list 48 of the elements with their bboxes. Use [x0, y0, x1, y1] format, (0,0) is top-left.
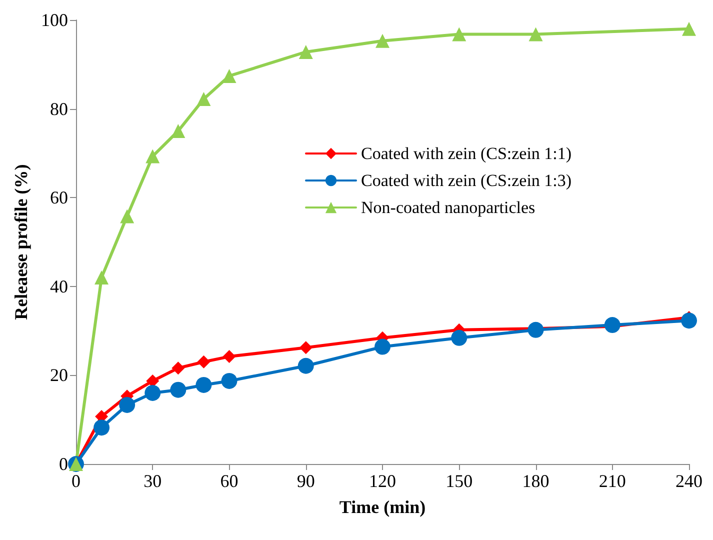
x-tick-label: 240 [676, 471, 702, 491]
y-tick-label: 80 [50, 98, 68, 119]
point [222, 350, 236, 364]
legend-label: Coated with zein (CS:zein 1:3) [361, 171, 572, 190]
point [94, 270, 109, 285]
point [374, 338, 390, 355]
point [221, 372, 238, 389]
legend-label: Non-coated nanoparticles [361, 198, 536, 217]
point [170, 382, 186, 398]
point [681, 312, 697, 329]
point [146, 149, 160, 164]
point [222, 68, 236, 83]
x-tick-label: 120 [369, 471, 396, 491]
y-tick-label: 0 [59, 454, 68, 474]
x-tick-label: 150 [446, 471, 473, 491]
x-tick-label: 210 [598, 471, 626, 491]
y-axis-title: Releaese profile (%) [11, 164, 32, 320]
x-tick-label: 0 [72, 471, 80, 491]
y-tick-label: 40 [50, 276, 68, 296]
x-tick-label: 60 [220, 471, 238, 491]
point [146, 374, 160, 388]
point [171, 124, 186, 138]
point [298, 358, 314, 374]
x-tick-label: 180 [522, 471, 550, 491]
point [120, 209, 134, 224]
point [376, 34, 390, 48]
point [528, 27, 543, 42]
point [604, 317, 620, 334]
point [299, 341, 312, 354]
point [94, 420, 110, 436]
x-tick-label: 30 [144, 471, 162, 491]
y-tick-label: 60 [50, 188, 68, 208]
point [144, 384, 161, 401]
point [451, 330, 468, 346]
x-tick-label: 90 [296, 471, 315, 491]
point [528, 322, 544, 338]
point [298, 44, 313, 59]
point [172, 362, 185, 375]
point [197, 355, 210, 368]
y-tick-label: 100 [41, 10, 68, 30]
x-axis-title: Time (min) [339, 497, 426, 517]
y-tick-label: 20 [50, 365, 68, 386]
point [682, 22, 696, 36]
legend-label: Coated with zein (CS:zein 1:1) [361, 144, 572, 163]
point [119, 396, 136, 413]
point [196, 92, 211, 106]
point [452, 27, 466, 42]
point [196, 376, 212, 393]
